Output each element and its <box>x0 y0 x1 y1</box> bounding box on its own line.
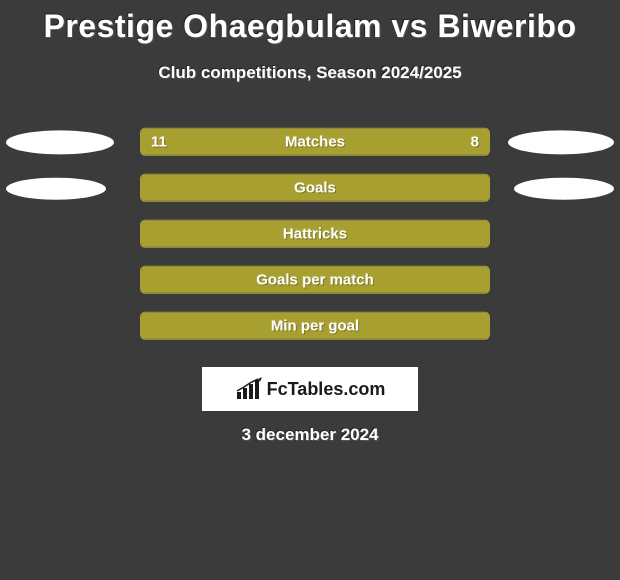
brand-text: FcTables.com <box>267 379 386 400</box>
bar-value-right: 8 <box>471 133 479 150</box>
left-ellipse <box>6 178 106 200</box>
subtitle: Club competitions, Season 2024/2025 <box>0 63 620 83</box>
bar-label: Matches <box>141 133 489 150</box>
brand-badge: FcTables.com <box>202 367 418 411</box>
chart-icon <box>235 377 263 401</box>
left-ellipse <box>6 130 114 154</box>
bar-label: Goals <box>141 179 489 196</box>
bar-value-left: 11 <box>151 133 167 150</box>
comparison-row: Goals <box>0 169 620 215</box>
page-title: Prestige Ohaegbulam vs Biweribo <box>0 0 620 45</box>
comparison-row: Matches11 8 <box>0 123 620 169</box>
comparison-row: Hattricks <box>0 215 620 261</box>
right-ellipse <box>514 178 614 200</box>
bar-label: Hattricks <box>141 225 489 242</box>
bar-label: Min per goal <box>141 317 489 334</box>
comparison-row: Goals per match <box>0 261 620 307</box>
comparison-row: Min per goal <box>0 307 620 353</box>
bar-label: Goals per match <box>141 271 489 288</box>
right-ellipse <box>508 130 614 154</box>
comparison-rows: Matches11 8 Goals Hattricks Goals per match M… <box>0 123 620 353</box>
bar-track: Goals <box>140 174 490 202</box>
date-text: 3 december 2024 <box>0 425 620 445</box>
bar-track: Goals per match <box>140 266 490 294</box>
bar-track: Hattricks <box>140 220 490 248</box>
bar-track: Min per goal <box>140 312 490 340</box>
bar-track: Matches11 8 <box>140 128 490 156</box>
